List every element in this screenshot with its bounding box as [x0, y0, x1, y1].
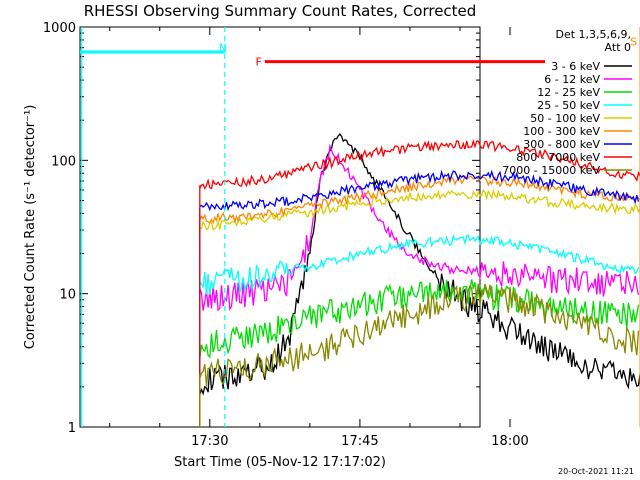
legend-label-7: 800 - 7000 keV: [516, 151, 600, 164]
series-line-8: [199, 283, 640, 427]
plot-area: [79, 26, 481, 428]
series-line-3: [199, 234, 640, 427]
legend-title-line-1: Det 1,3,5,6,9,: [555, 28, 631, 41]
legend-label-2: 12 - 25 keV: [537, 86, 600, 99]
y-tick-label-3: 1000: [43, 21, 76, 36]
y-tick-label-1: 10: [59, 288, 76, 303]
series-line-2: [199, 279, 640, 427]
legend-label-1: 6 - 12 keV: [544, 73, 600, 86]
legend-label-0: 3 - 6 keV: [551, 60, 600, 73]
x-axis-title: Start Time (05-Nov-12 17:17:02): [174, 455, 386, 470]
flag-label-0: F: [256, 56, 262, 69]
series-layer: [199, 132, 640, 427]
legend-label-3: 25 - 50 keV: [537, 99, 600, 112]
legend-title-line-2: Att 0: [605, 41, 631, 54]
series-line-5: [199, 174, 640, 427]
flag-layer: F N S: [219, 35, 638, 69]
y-tick-label-2: 100: [51, 154, 76, 169]
chart-title: RHESSI Observing Summary Count Rates, Co…: [84, 2, 477, 20]
footer-timestamp: 20-Oct-2021 11:21: [558, 467, 634, 476]
legend-label-6: 300 - 800 keV: [523, 138, 600, 151]
series-line-1: [199, 143, 640, 427]
legend-label-5: 100 - 300 keV: [523, 125, 600, 138]
y-tick-label-0: 1: [68, 421, 76, 436]
legend-label-4: 50 - 100 keV: [530, 112, 600, 125]
x-tick-label-0: 17:30: [191, 434, 228, 449]
x-tick-label-2: 18:00: [491, 434, 528, 449]
flag-label-1: N: [219, 42, 227, 55]
series-line-6: [199, 169, 640, 427]
legend-label-8: 7000 - 15000 keV: [502, 164, 600, 177]
marker-layer: [80, 27, 640, 427]
flag-label-2: S: [630, 35, 637, 48]
x-tick-label-1: 17:45: [341, 434, 378, 449]
y-axis-title: Corrected Count Rate (s⁻¹ detector⁻¹): [23, 105, 38, 350]
plot-frame: [79, 26, 481, 428]
